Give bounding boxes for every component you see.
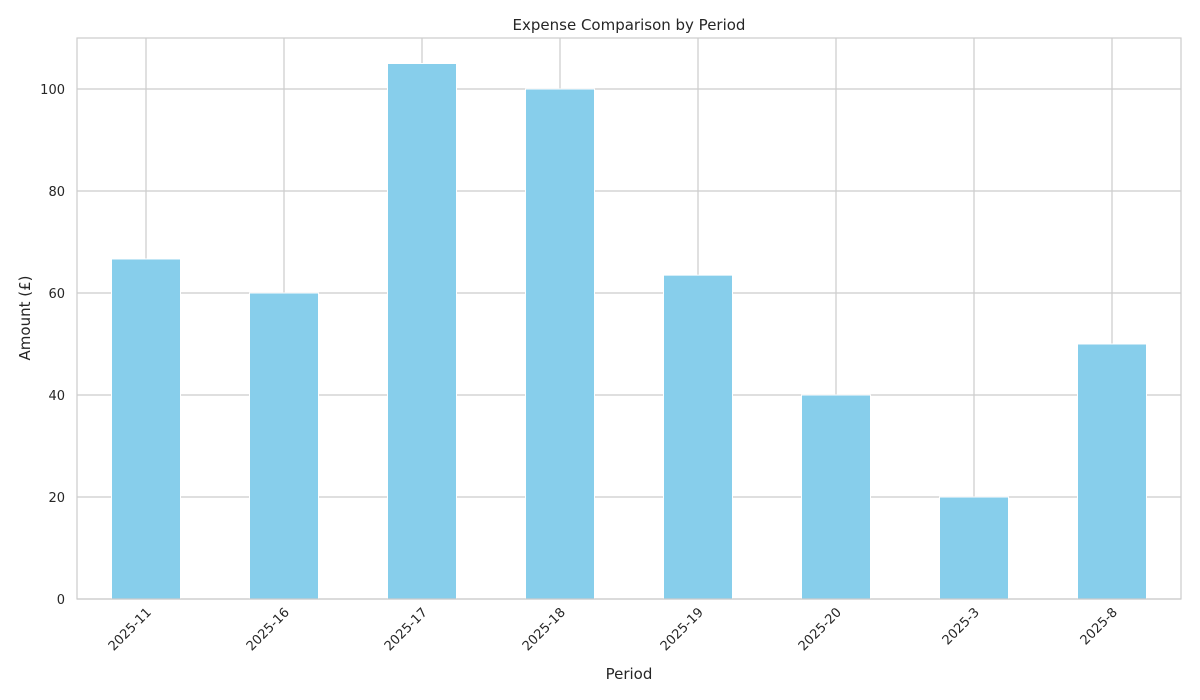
y-tick-label: 0: [57, 593, 65, 608]
bar: [663, 274, 733, 600]
y-axis-label: Amount (£): [16, 276, 34, 361]
bar: [525, 88, 595, 600]
bar: [249, 292, 319, 600]
bar: [939, 496, 1009, 600]
y-tick-label: 20: [48, 491, 65, 506]
y-tick-label: 40: [48, 389, 65, 404]
x-axis-label: Period: [606, 665, 653, 683]
y-tick-label: 100: [40, 83, 65, 98]
bar: [387, 63, 457, 600]
chart-title: Expense Comparison by Period: [513, 16, 746, 34]
bars: [111, 63, 1147, 600]
y-tick-label: 60: [48, 287, 65, 302]
plot-border: [76, 37, 1182, 600]
y-tick-label: 80: [48, 185, 65, 200]
bar: [801, 394, 871, 600]
bar: [111, 258, 181, 600]
plot-frame: [76, 37, 1182, 600]
y-tick-labels: 0 20 40 60 80 100: [40, 83, 65, 608]
bar: [1077, 343, 1147, 600]
